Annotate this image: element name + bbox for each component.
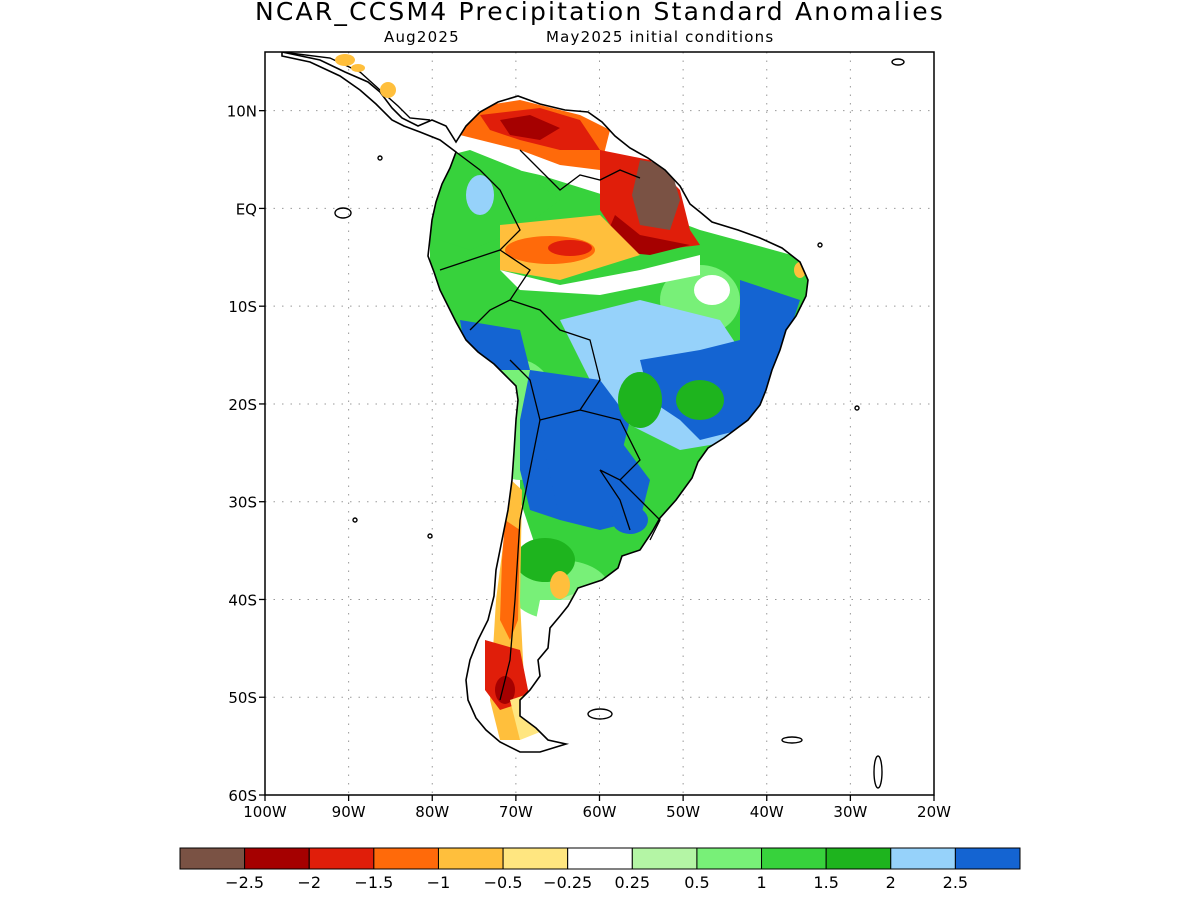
lat-tick-label: 30S xyxy=(228,494,257,512)
parana-wet-extreme xyxy=(540,430,650,530)
lon-tick-label: 80W xyxy=(415,803,449,821)
lat-lon-grid xyxy=(265,52,934,795)
colorbar-swatch xyxy=(502,847,569,870)
colorbar-label: −0.25 xyxy=(543,873,592,892)
anomaly-field xyxy=(282,52,808,752)
island-outline xyxy=(817,242,823,248)
island-outline xyxy=(377,155,383,161)
colorbar-label: −1 xyxy=(427,873,451,892)
lon-tick-label: 20W xyxy=(917,803,951,821)
lat-tick-label: 10S xyxy=(228,298,257,316)
island-outline xyxy=(891,58,905,66)
colorbar-label: 0.5 xyxy=(684,873,709,892)
forecast-month: Aug2025 xyxy=(384,28,460,46)
colombia-wet-strong xyxy=(466,175,494,215)
lat-tick-label: 60S xyxy=(228,787,257,805)
colorbar-swatch xyxy=(308,847,375,870)
central-america-dry-spot xyxy=(380,82,396,98)
country-border xyxy=(509,299,601,421)
colorbar-swatch xyxy=(179,847,246,870)
colorbar-label: 1.5 xyxy=(813,873,838,892)
country-border xyxy=(579,409,641,481)
northeast-neutral-spot xyxy=(694,275,730,305)
colorbar-label: −2 xyxy=(297,873,321,892)
colorbar-swatch xyxy=(437,847,504,870)
amazon-neutral-stripe xyxy=(500,255,700,295)
colorbar: −2.5 −2 −1.5 −1 −0.5 −0.25 0.25 0.5 1 1.5 2 2.5 xyxy=(179,847,1021,892)
island-outline xyxy=(873,755,883,789)
colorbar-swatch xyxy=(567,847,633,870)
lon-tick-label: 70W xyxy=(499,803,533,821)
country-border xyxy=(499,419,541,701)
map-title: NCAR_CCSM4 Precipitation Standard Anomal… xyxy=(254,0,946,26)
lon-tick-label: 100W xyxy=(243,803,287,821)
lon-tick-label: 50W xyxy=(666,803,700,821)
venezuela-dry-strong xyxy=(500,115,560,140)
central-america-dry-spot xyxy=(335,54,355,66)
lat-tick-label: EQ xyxy=(236,200,257,218)
colorbar-swatch xyxy=(373,847,439,870)
northwest-wet-patch xyxy=(430,150,560,250)
lat-tick-label: 10N xyxy=(227,103,257,121)
lon-tick-label: 30W xyxy=(833,803,867,821)
patagonia-dry-strong xyxy=(495,676,515,704)
island-outline xyxy=(427,533,433,539)
initial-conditions: May2025 initial conditions xyxy=(546,28,775,46)
island-outline xyxy=(352,517,358,523)
colorbar-swatch xyxy=(244,847,310,870)
colorbar-swatch xyxy=(631,847,698,870)
colorbar-swatch xyxy=(825,847,892,870)
paraguay-wet xyxy=(618,372,662,428)
island-outlines xyxy=(281,52,905,789)
lat-tick-label: 20S xyxy=(228,396,257,414)
guiana-extreme-dry xyxy=(632,160,680,230)
colorbar-label: −0.5 xyxy=(484,873,523,892)
colorbar-swatch xyxy=(954,847,1021,870)
lat-tick-label: 40S xyxy=(228,591,257,609)
chile-dry-strip xyxy=(500,520,520,640)
island-outline xyxy=(781,736,803,744)
colorbar-swatch xyxy=(890,847,956,870)
central-america-dry-spot xyxy=(351,64,365,72)
lon-tick-label: 90W xyxy=(332,803,366,821)
south-america-coastline xyxy=(281,52,809,753)
country-border xyxy=(599,469,631,531)
country-border xyxy=(619,479,661,541)
colorbar-label: 0.25 xyxy=(614,873,650,892)
uruguay-wet-extreme xyxy=(612,506,648,534)
central-amazon-dry xyxy=(548,240,592,256)
colorbar-label: −1.5 xyxy=(354,873,393,892)
country-border xyxy=(439,151,521,271)
colorbar-label: 2 xyxy=(886,873,896,892)
island-outline xyxy=(334,207,352,219)
country-border xyxy=(519,149,641,191)
lat-tick-label: 50S xyxy=(228,689,257,707)
island-outline xyxy=(587,708,613,720)
colorbar-swatch xyxy=(761,847,827,870)
sao-paulo-wet xyxy=(676,380,724,420)
lon-tick-label: 60W xyxy=(583,803,617,821)
colorbar-label: 1 xyxy=(756,873,766,892)
country-borders xyxy=(439,149,661,701)
colorbar-label: 2.5 xyxy=(943,873,968,892)
argentina-dry-spot xyxy=(550,571,570,599)
colorbar-label: −2.5 xyxy=(225,873,264,892)
lon-tick-label: 40W xyxy=(750,803,784,821)
colorbar-swatch xyxy=(696,847,763,870)
island-outline xyxy=(854,405,860,411)
